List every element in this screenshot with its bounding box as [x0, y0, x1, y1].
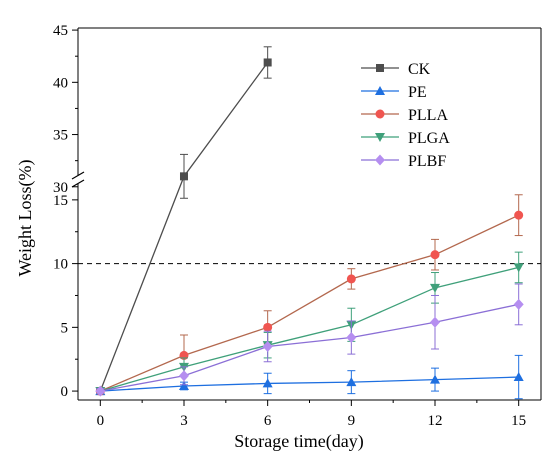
legend-label: PLLA [408, 107, 448, 124]
legend-item-pe: PE [361, 84, 427, 101]
data-point [95, 385, 106, 397]
legend-marker [375, 86, 385, 95]
series-plga [95, 251, 524, 397]
y-tick-label: 45 [53, 23, 68, 39]
series-pe [95, 354, 524, 400]
legend-label: CK [408, 61, 431, 78]
x-tick-label: 12 [428, 413, 443, 429]
data-point [262, 378, 273, 388]
y-tick-label: 35 [53, 128, 68, 144]
series-line [100, 303, 519, 392]
data-point [514, 210, 524, 220]
legend-item-ck: CK [361, 61, 431, 78]
axis-break-mark [71, 179, 85, 188]
data-point [263, 58, 272, 67]
y-tick-label: 40 [53, 75, 68, 91]
series-line [100, 266, 519, 392]
x-tick-label: 15 [511, 413, 526, 429]
data-point [430, 374, 441, 384]
x-tick-label: 6 [264, 413, 272, 429]
legend-marker [376, 64, 384, 72]
series-layer [95, 46, 524, 400]
x-tick-label: 3 [180, 413, 188, 429]
data-point [178, 370, 189, 382]
legend: CK PE PLLA PLGA PLBF [361, 61, 450, 170]
y-tick-label: 15 [53, 193, 68, 209]
y-tick-label: 10 [53, 257, 68, 273]
legend-label: PE [408, 84, 427, 101]
data-point [430, 316, 441, 328]
legend-marker [375, 133, 385, 142]
series-plbf [95, 283, 524, 397]
series-line [100, 214, 519, 392]
data-point [346, 377, 357, 387]
legend-item-plbf: PLBF [361, 153, 446, 170]
x-tick-label: 0 [97, 413, 105, 429]
data-point [179, 172, 188, 181]
data-point [346, 332, 357, 344]
legend-marker [375, 154, 385, 166]
series-plla [95, 194, 524, 396]
data-point [263, 322, 273, 332]
legend-item-plga: PLGA [361, 130, 450, 147]
data-point [430, 283, 441, 293]
y-tick-label: 5 [61, 320, 69, 336]
y-tick-label: 30 [53, 180, 68, 196]
data-point [430, 250, 440, 260]
data-point [513, 372, 524, 382]
data-point [346, 274, 356, 284]
data-point [178, 380, 189, 390]
legend-item-plla: PLLA [361, 107, 448, 124]
data-point [513, 263, 524, 273]
legend-marker [375, 109, 385, 119]
x-axis-title: Storage time(day) [234, 431, 363, 452]
data-point [513, 298, 524, 310]
data-point [262, 340, 273, 352]
legend-label: PLBF [408, 153, 446, 170]
y-axis-title: Weight Loss(%) [15, 159, 36, 276]
legend-label: PLGA [408, 130, 450, 147]
series-line [100, 376, 519, 392]
axis-break-mark [71, 171, 85, 180]
x-tick-label: 9 [348, 413, 356, 429]
y-tick-label: 0 [61, 384, 69, 400]
